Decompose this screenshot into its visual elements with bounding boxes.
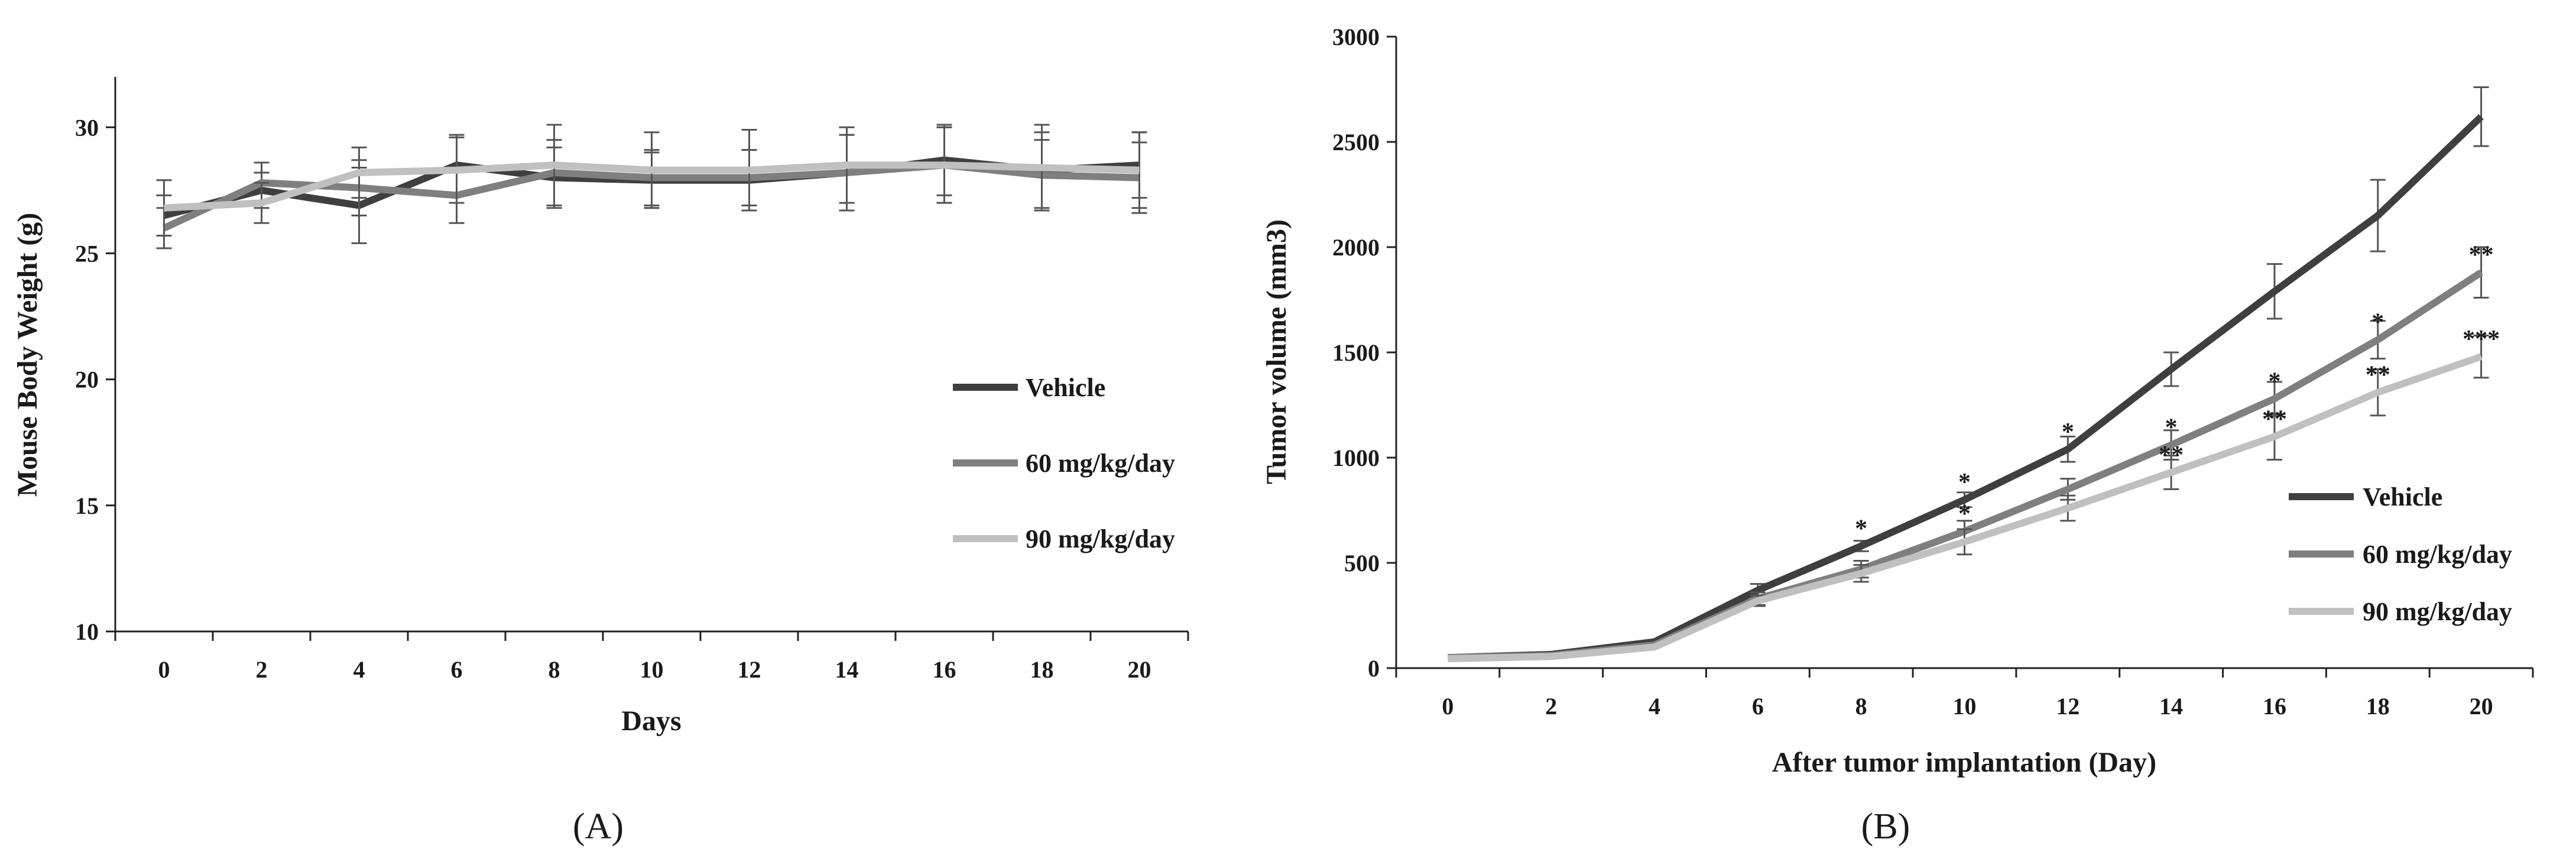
panel-b-x-tick-label: 10 <box>1953 693 1977 720</box>
panel-b-y-axis-title: Tumor volume (mm3) <box>1261 219 1292 484</box>
panel-b-significance-marker: * <box>1855 516 1867 543</box>
panel-b-x-tick-label: 14 <box>2159 693 2183 720</box>
panel-b-y-tick-label: 3000 <box>1332 24 1380 50</box>
panel-b-series-2-line <box>1448 269 2483 662</box>
panel-a-y-tick-label: 10 <box>75 618 99 645</box>
panel-a-series-1-legend-label: Vehicle <box>1026 373 1105 402</box>
panel-a-y-tick-label: 20 <box>75 367 99 393</box>
panel-a-x-axis-title: Days <box>621 705 681 737</box>
panel-b-series-1-line <box>1448 114 2484 662</box>
panel-a-x-tick-label: 18 <box>1030 656 1054 683</box>
panel-a-label: (A) <box>573 806 624 847</box>
panel-b-y-tick-label: 2500 <box>1332 129 1380 155</box>
panel-b-x-tick-label: 8 <box>1855 693 1867 720</box>
panel-b-x-tick-label: 18 <box>2366 693 2390 720</box>
panel-b-x-tick-label: 2 <box>1545 693 1557 720</box>
panel-b-series-3-line <box>1448 353 2483 662</box>
panel-a-series-3-line <box>164 161 1140 212</box>
panel-b-x-tick-label: 6 <box>1752 693 1764 720</box>
panel-a-series-2-legend-label: 60 mg/kg/day <box>1026 449 1175 478</box>
panel-b-significance-marker: * <box>1958 501 1971 528</box>
panel-b-significance-marker: *** <box>2463 326 2500 353</box>
panel-a-x-tick-label: 10 <box>640 656 664 683</box>
panel-b-significance-marker: * <box>2268 368 2280 395</box>
panel-b-series-1-legend-label: Vehicle <box>2363 482 2442 511</box>
panel-a-y-tick-label: 25 <box>75 240 99 267</box>
panel-b-y-tick-label: 0 <box>1368 655 1380 682</box>
panel-a-y-axis-title: Mouse Body Weight (g) <box>12 213 43 497</box>
panel-b-label: (B) <box>1861 806 1910 847</box>
panel-a-x-tick-label: 2 <box>256 656 268 683</box>
panel-b-x-tick-label: 0 <box>1442 693 1454 720</box>
panel-a-x-tick-label: 0 <box>158 656 170 683</box>
panel-a-x-tick-label: 6 <box>451 656 463 683</box>
panel-a-x-tick-label: 20 <box>1128 656 1151 683</box>
panel-b-x-tick-label: 16 <box>2263 693 2286 720</box>
panel-b-significance-marker: * <box>1958 469 1971 496</box>
panel-b-x-tick-label: 20 <box>2470 693 2493 720</box>
panel-b-x-tick-label: 4 <box>1649 693 1660 720</box>
panel-a-y-tick-label: 15 <box>75 493 99 519</box>
panel-b-significance-marker: * <box>2062 419 2074 446</box>
panel-b-y-tick-label: 1000 <box>1332 445 1380 471</box>
panel-b-y-tick-label: 500 <box>1344 550 1380 576</box>
panel-b-chart: Tumor volume (mm3) After tumor implantat… <box>1261 24 2534 847</box>
panel-b-significance-marker: ** <box>2159 442 2184 469</box>
panel-b-x-tick-label: 12 <box>2056 693 2079 720</box>
panel-b-significance-marker: ** <box>2469 242 2494 269</box>
panel-a-x-tick-label: 8 <box>549 656 560 683</box>
panel-b-significance-marker: ** <box>2366 362 2390 389</box>
panel-a-x-tick-label: 16 <box>933 656 956 683</box>
panel-a-series-3-legend-label: 90 mg/kg/day <box>1026 524 1175 553</box>
panel-a-x-tick-label: 12 <box>738 656 761 683</box>
panel-a-y-tick-label: 30 <box>75 114 99 141</box>
panel-b-series-3-legend-label: 90 mg/kg/day <box>2363 597 2512 626</box>
panel-b-significance-marker: * <box>2165 414 2178 442</box>
panel-a-series-3-error-bar <box>156 179 172 237</box>
panel-b-x-axis-title: After tumor implantation (Day) <box>1772 747 2156 778</box>
panel-b-significance-marker: * <box>2371 309 2384 336</box>
panel-b-significance-marker: ** <box>2262 406 2287 433</box>
panel-b-series-2-legend-label: 60 mg/kg/day <box>2363 540 2512 569</box>
panel-b-y-tick-label: 1500 <box>1332 339 1380 366</box>
panel-a-x-tick-label: 14 <box>835 656 859 683</box>
panel-a-x-tick-label: 4 <box>353 656 365 683</box>
panel-b-y-tick-label: 2000 <box>1332 234 1380 261</box>
panel-a-chart: Mouse Body Weight (g) Days (A) 101520253… <box>12 77 1189 847</box>
